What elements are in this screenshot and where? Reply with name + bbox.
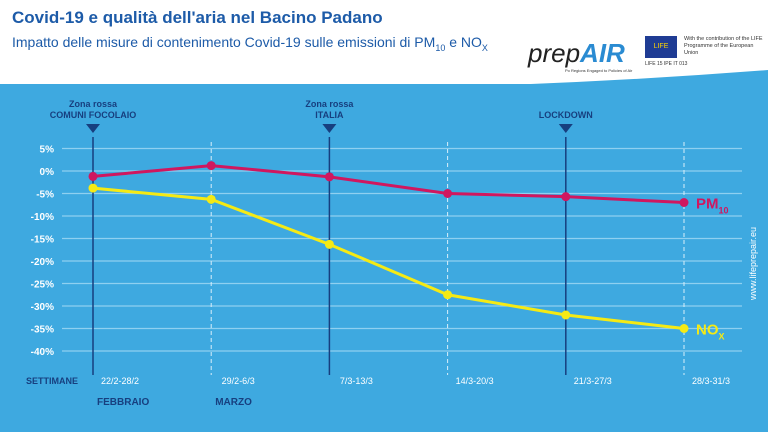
y-tick-label: -15% [31,235,54,246]
y-tick-label: -30% [31,302,54,313]
x-tick-label: 7/3-13/3 [340,376,373,386]
event-marker-icon [558,124,573,133]
data-point-pm10 [561,192,571,202]
y-tick-label: -40% [31,347,54,358]
data-point-nox [88,183,98,193]
x-tick-label: 28/3-31/3 [692,376,730,386]
event-label: Zona rossa [69,99,118,109]
series-label-nox: NOX [696,322,725,342]
event-label: LOCKDOWN [539,110,593,120]
data-point-nox [561,310,571,320]
x-axis-label: SETTIMANE [26,376,78,386]
data-point-pm10 [88,171,98,181]
event-marker-icon [86,124,100,133]
y-tick-label: -5% [36,190,54,201]
series-label-sub: X [719,332,725,342]
y-tick-label: -10% [31,212,54,223]
series-label-main: NO [696,322,719,339]
series-label-pm10: PM10 [696,196,729,216]
y-tick-label: 5% [40,145,55,156]
header [0,0,768,84]
y-tick-label: -35% [31,325,54,336]
event-label: Zona rossa [305,99,354,109]
eu-contribution-text: With the contribution of the LIFE Progra… [684,36,763,56]
series-label-main: PM [696,196,719,213]
series-line-nox [92,186,685,330]
y-tick-label: -25% [31,280,54,291]
eu-life-flag: LIFE [645,36,677,58]
event-marker-icon [322,124,337,133]
month-label: FEBBRAIO [97,397,149,408]
data-point-pm10 [679,198,689,207]
data-point-pm10 [324,172,334,182]
month-label: MARZO [215,397,252,408]
series-line-pm10 [92,164,685,204]
y-tick-label: -20% [31,257,54,268]
x-tick-label: 22/2-28/2 [101,376,139,386]
page-title: Covid-19 e qualità dell'aria nel Bacino … [12,8,383,27]
data-point-nox [443,290,453,300]
header-wave [0,70,768,100]
prepair-logo: prepAIR [528,38,625,68]
x-tick-label: 29/2-6/3 [222,376,255,386]
data-point-pm10 [443,189,453,198]
data-point-nox [206,194,216,204]
eu-code: LIFE 15 IPE IT 013 [645,61,688,67]
page-subtitle: Impatto delle misure di contenimento Cov… [12,34,488,53]
data-point-nox [324,239,334,249]
x-tick-label: 14/3-20/3 [456,376,494,386]
y-tick-label: 0% [40,167,55,178]
prepair-tagline: Po Regions Engaged to Policies of Air [565,68,633,73]
x-tick-label: 21/3-27/3 [574,376,612,386]
event-label: COMUNI FOCOLAIO [50,110,137,120]
series-label-sub: 10 [719,206,729,216]
event-label: ITALIA [315,110,344,120]
data-point-nox [679,324,689,333]
data-point-pm10 [206,161,216,171]
